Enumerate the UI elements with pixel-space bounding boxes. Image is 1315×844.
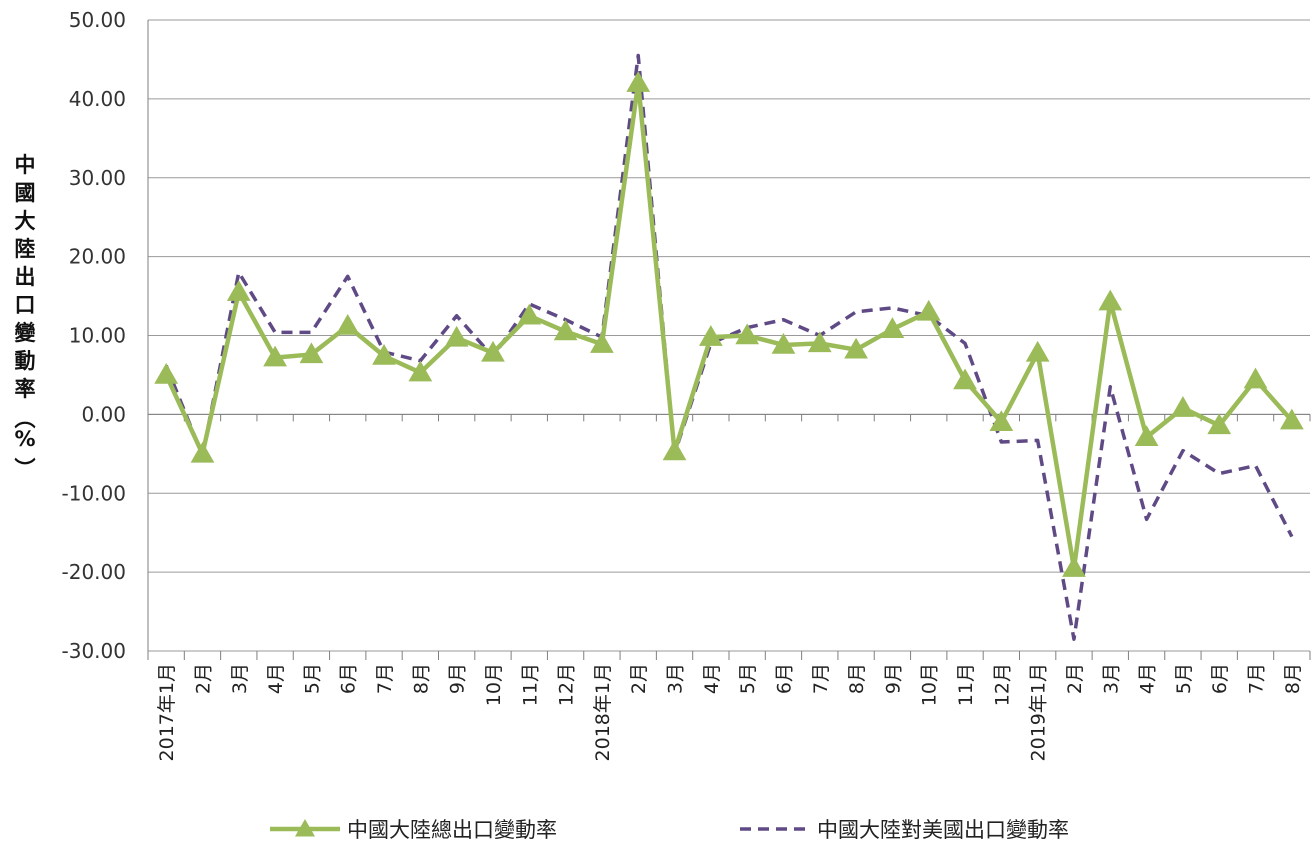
- x-tick-label: 10月: [483, 663, 505, 706]
- data-point-marker: [735, 323, 760, 345]
- x-axis-ticks: 2017年1月 2月 3月 4月 5月 6月 7月 8月 9月 10月 11月 12月 2018年1月 2…: [156, 663, 1304, 761]
- x-tick-label: 2019年1月: [1028, 663, 1050, 761]
- data-point-marker: [807, 331, 832, 353]
- x-tick-label: 4月: [701, 663, 723, 694]
- x-tick-label: 2017年1月: [156, 663, 178, 761]
- data-point-marker: [1134, 425, 1159, 446]
- data-point-marker: [190, 441, 215, 463]
- data-point-marker: [771, 332, 796, 354]
- x-tick-label: 5月: [301, 663, 323, 694]
- y-tick-label: 30.00: [69, 166, 126, 190]
- data-point-marker: [372, 343, 396, 365]
- y-tick-label: -10.00: [62, 481, 126, 505]
- legend: 中國大陸總出口變動率 中國大陸對美國出口變動率: [270, 818, 1069, 842]
- data-point-marker: [1098, 289, 1123, 311]
- x-axis: [147, 20, 1311, 660]
- data-point-marker: [1279, 408, 1304, 430]
- data-point-marker: [1207, 413, 1232, 435]
- x-tick-label: 4月: [1137, 663, 1159, 694]
- y-tick-label: 0.00: [81, 402, 126, 426]
- x-tick-label: 4月: [265, 663, 287, 694]
- x-tick-label: 2018年1月: [592, 663, 614, 761]
- data-point-marker: [481, 340, 505, 362]
- data-point-marker: [626, 71, 651, 92]
- data-point-marker: [989, 410, 1014, 432]
- data-point-marker: [1171, 396, 1195, 417]
- x-tick-label: 7月: [374, 663, 396, 694]
- x-tick-label: 7月: [810, 663, 832, 694]
- data-point-marker: [590, 332, 614, 353]
- y-tick-label: 10.00: [69, 324, 126, 348]
- x-tick-label: 10月: [919, 663, 941, 706]
- x-tick-label: 9月: [447, 663, 469, 694]
- data-point-marker: [880, 317, 905, 338]
- data-point-marker: [916, 299, 941, 321]
- x-tick-label: 3月: [665, 663, 687, 694]
- x-tick-label: 7月: [1246, 663, 1268, 694]
- x-tick-label: 8月: [846, 663, 868, 694]
- data-point-marker: [299, 342, 324, 364]
- data-point-marker: [1243, 367, 1268, 389]
- data-point-marker: [553, 319, 578, 341]
- data-point-marker: [444, 325, 469, 347]
- legend-item: 中國大陸總出口變動率: [270, 818, 557, 842]
- x-tick-label: 3月: [229, 663, 251, 694]
- x-tick-label: 2月: [1064, 663, 1086, 694]
- data-point-marker: [844, 337, 868, 359]
- y-tick-label: 20.00: [69, 245, 126, 269]
- x-tick-label: 5月: [1173, 663, 1195, 694]
- data-point-marker: [226, 280, 251, 301]
- x-tick-label: 6月: [773, 663, 795, 694]
- legend-label: 中國大陸對美國出口變動率: [817, 818, 1069, 842]
- data-point-marker: [263, 345, 287, 367]
- x-tick-label: 12月: [991, 663, 1013, 706]
- x-tick-label: 6月: [338, 663, 360, 694]
- series-line: [164, 80, 1294, 571]
- y-tick-label: 40.00: [69, 87, 126, 111]
- x-tick-label: 6月: [1209, 663, 1231, 694]
- legend-item: 中國大陸對美國出口變動率: [740, 818, 1069, 842]
- data-point-marker: [662, 439, 687, 461]
- x-tick-label: 2月: [628, 663, 650, 694]
- x-tick-label: 11月: [955, 663, 977, 706]
- legend-label: 中國大陸總出口變動率: [347, 818, 557, 842]
- legend-marker: [295, 819, 315, 837]
- data-point-marker: [1025, 340, 1050, 362]
- data-point-marker: [953, 368, 977, 390]
- y-axis-ticks: 50.00 40.00 30.00 20.00 10.00 0.00 -10.00 -20.0…: [62, 8, 126, 663]
- x-tick-label: 8月: [1282, 663, 1304, 694]
- data-point-marker: [408, 360, 433, 382]
- x-tick-label: 8月: [410, 663, 432, 694]
- series-line: [164, 53, 1294, 641]
- data-point-marker: [698, 325, 723, 346]
- x-tick-label: 3月: [1100, 663, 1122, 694]
- x-tick-label: 11月: [519, 663, 541, 706]
- y-tick-label: 50.00: [69, 8, 126, 32]
- data-point-marker: [154, 362, 179, 384]
- x-tick-label: 9月: [882, 663, 904, 694]
- data-point-marker: [1062, 556, 1086, 577]
- data-point-marker: [517, 303, 542, 325]
- x-tick-label: 2月: [192, 663, 214, 694]
- y-tick-label: -30.00: [62, 639, 126, 663]
- x-tick-label: 5月: [737, 663, 759, 694]
- data-point-marker: [335, 314, 360, 335]
- y-tick-label: -20.00: [62, 560, 126, 584]
- y-axis-label: 中國大陸出口變動率︵% ︶: [14, 153, 36, 481]
- series-layer: [154, 53, 1304, 641]
- x-tick-label: 12月: [556, 663, 578, 706]
